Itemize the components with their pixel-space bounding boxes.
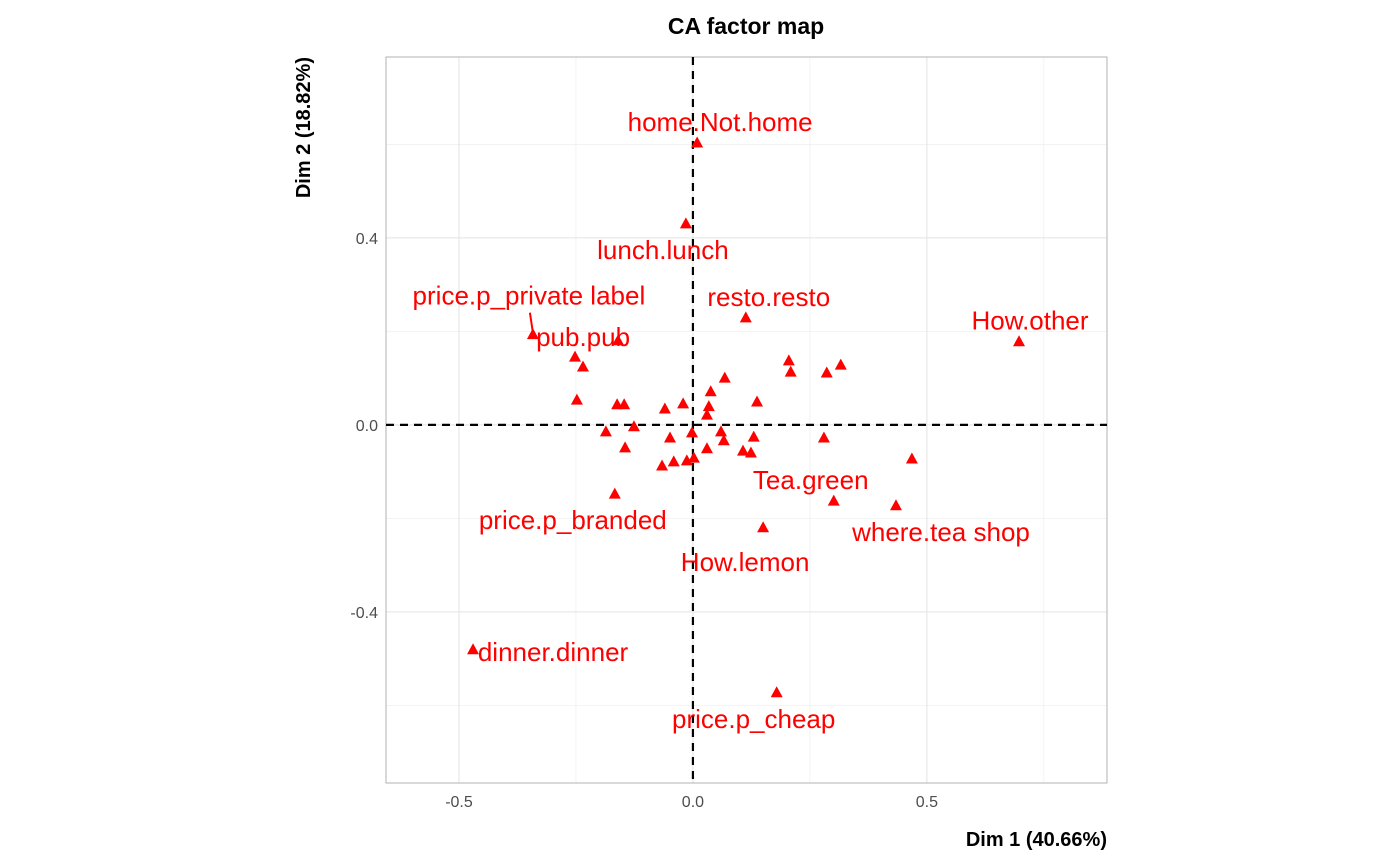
triangle-point bbox=[744, 446, 757, 458]
triangle-point bbox=[736, 444, 749, 456]
point-label: lunch.lunch bbox=[597, 235, 729, 265]
triangle-point bbox=[658, 402, 671, 414]
point-labels: home.Not.home lunch.lunch resto.resto How.o… bbox=[413, 107, 1089, 734]
point-label: price.p_branded bbox=[479, 505, 667, 535]
triangle-point bbox=[770, 686, 783, 698]
points bbox=[467, 136, 1026, 698]
triangle-point bbox=[612, 334, 625, 346]
triangle-point bbox=[667, 455, 680, 467]
triangle-point bbox=[820, 366, 833, 378]
x-tick-label: 0.5 bbox=[916, 794, 938, 811]
point-label: where.tea shop bbox=[851, 517, 1030, 547]
triangle-point bbox=[618, 398, 631, 410]
triangle-point bbox=[784, 365, 797, 377]
triangle-point bbox=[576, 360, 589, 372]
triangle-point bbox=[599, 425, 612, 437]
y-tick-label: 0.0 bbox=[356, 418, 378, 435]
triangle-point bbox=[718, 371, 731, 383]
triangle-point bbox=[700, 408, 713, 420]
point-label: Tea.green bbox=[753, 465, 869, 495]
point-label: How.other bbox=[971, 306, 1088, 336]
label-leader-line bbox=[528, 312, 534, 333]
triangle-point bbox=[715, 425, 728, 437]
triangle-point bbox=[619, 441, 632, 453]
triangle-point bbox=[704, 385, 717, 397]
triangle-point bbox=[905, 452, 918, 464]
point-label: dinner.dinner bbox=[478, 637, 629, 667]
triangle-point bbox=[656, 459, 669, 471]
triangle-point bbox=[889, 499, 902, 511]
triangle-point bbox=[685, 426, 698, 438]
triangle-point bbox=[817, 431, 830, 443]
axis-ticks: -0.5 0.0 0.5 -0.4 0.0 0.4 bbox=[350, 231, 938, 811]
reference-lines bbox=[386, 57, 1107, 783]
triangle-point bbox=[757, 521, 770, 533]
triangle-point bbox=[627, 420, 640, 432]
triangle-point bbox=[679, 217, 692, 229]
y-tick-label: -0.4 bbox=[350, 605, 378, 622]
triangle-point bbox=[834, 358, 847, 370]
triangle-point bbox=[700, 442, 713, 454]
triangle-point bbox=[747, 430, 760, 442]
grid bbox=[386, 57, 1107, 783]
point-label: resto.resto bbox=[707, 282, 830, 312]
triangle-point bbox=[680, 454, 693, 466]
point-label: How.lemon bbox=[681, 547, 810, 577]
triangle-point bbox=[717, 434, 730, 446]
x-tick-label: -0.5 bbox=[445, 794, 473, 811]
triangle-point bbox=[677, 397, 690, 409]
plot-panel-border bbox=[385, 56, 1108, 784]
triangle-point bbox=[782, 354, 795, 366]
point-label: home.Not.home bbox=[628, 107, 813, 137]
triangle-point bbox=[608, 487, 621, 499]
triangle-point bbox=[827, 494, 840, 506]
triangle-point bbox=[739, 311, 752, 323]
point-label: price.p_private label bbox=[413, 281, 646, 311]
point-label: price.p_cheap bbox=[672, 704, 835, 734]
triangle-point bbox=[702, 400, 715, 412]
chart-title: CA factor map bbox=[668, 13, 824, 39]
triangle-point bbox=[467, 643, 480, 655]
y-tick-label: 0.4 bbox=[356, 231, 378, 248]
triangle-point bbox=[1013, 335, 1026, 347]
triangle-point bbox=[526, 328, 539, 340]
triangle-point bbox=[664, 431, 677, 443]
x-axis-title: Dim 1 (40.66%) bbox=[966, 829, 1107, 851]
x-tick-label: 0.0 bbox=[682, 794, 704, 811]
triangle-point bbox=[687, 451, 700, 463]
point-label: pub.pub bbox=[536, 322, 630, 352]
y-axis-title: Dim 2 (18.82%) bbox=[293, 57, 315, 198]
triangle-point bbox=[691, 136, 704, 148]
triangle-point bbox=[751, 395, 764, 407]
triangle-point bbox=[569, 350, 582, 362]
triangle-point bbox=[570, 393, 583, 405]
